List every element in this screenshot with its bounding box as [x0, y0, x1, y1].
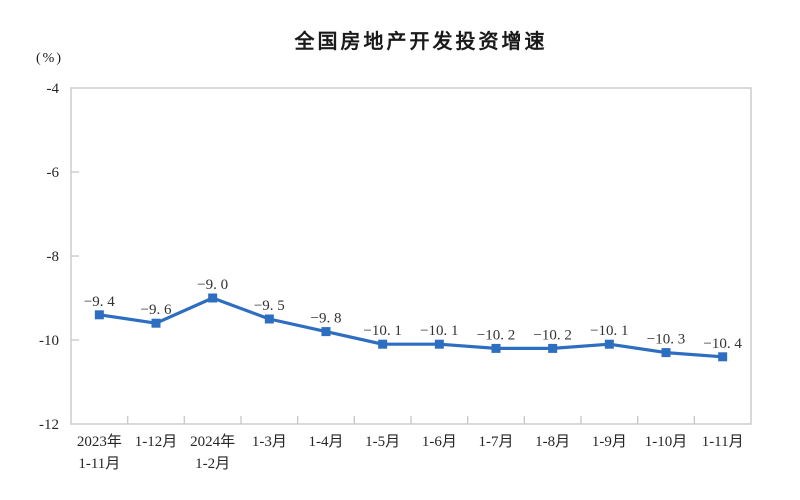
- x-axis-category-label: 1-11月: [702, 434, 744, 450]
- data-point-label: −9. 4: [84, 294, 115, 310]
- y-axis-tick-label: -12: [39, 417, 59, 433]
- data-point-marker: [264, 314, 274, 324]
- data-point-marker: [378, 339, 388, 349]
- x-axis-category-label: 1-9月: [592, 434, 627, 450]
- chart-title: 全国房地产开发投资增速: [294, 31, 548, 53]
- x-axis-category-label: 1-6月: [422, 434, 457, 450]
- data-point-label: −10. 4: [703, 336, 742, 352]
- x-axis-category-label: 1-5月: [365, 434, 400, 450]
- data-point-label: −9. 6: [141, 302, 172, 318]
- data-point-marker: [208, 293, 218, 303]
- x-axis-category-label: 1-10月: [645, 434, 688, 450]
- data-point-marker: [718, 352, 728, 362]
- x-axis-category-label: 1-3月: [252, 434, 287, 450]
- data-point-marker: [491, 343, 501, 353]
- y-axis-tick-label: -10: [39, 333, 59, 349]
- data-point-label: −10. 1: [420, 323, 458, 339]
- y-axis-tick-label: -6: [47, 165, 60, 181]
- x-axis-category-label: 1-4月: [309, 434, 344, 450]
- data-point-marker: [434, 339, 444, 349]
- plot-border: [70, 87, 752, 425]
- data-point-label: −10. 1: [590, 323, 628, 339]
- data-point-marker: [661, 348, 671, 358]
- data-point-marker: [321, 327, 331, 337]
- data-point-marker: [604, 339, 614, 349]
- data-point-label: −9. 0: [197, 277, 228, 293]
- series-line: [97, 296, 725, 359]
- y-axis-tick-label: -8: [47, 249, 60, 265]
- x-axis-category-label: 1-7月: [479, 434, 514, 450]
- data-point-label: −10. 2: [533, 327, 571, 343]
- data-point-marker: [151, 318, 161, 328]
- data-point-marker: [94, 310, 104, 320]
- data-point-label: −10. 2: [477, 327, 515, 343]
- data-point-label: −9. 5: [254, 298, 285, 314]
- y-axis-tick-label: -4: [47, 81, 60, 97]
- data-point-label: −10. 3: [647, 332, 685, 348]
- y-axis-unit-label: (%): [36, 51, 63, 66]
- x-axis-category-label: 1-12月: [135, 434, 178, 450]
- data-point-label: −10. 1: [363, 323, 401, 339]
- x-axis-category-label: 1-8月: [535, 434, 570, 450]
- data-point-marker: [548, 343, 558, 353]
- data-point-label: −9. 8: [311, 311, 342, 327]
- x-axis-category-label: 2024年 1-2月: [190, 433, 235, 472]
- x-axis-category-label: 2023年 1-11月: [77, 433, 122, 472]
